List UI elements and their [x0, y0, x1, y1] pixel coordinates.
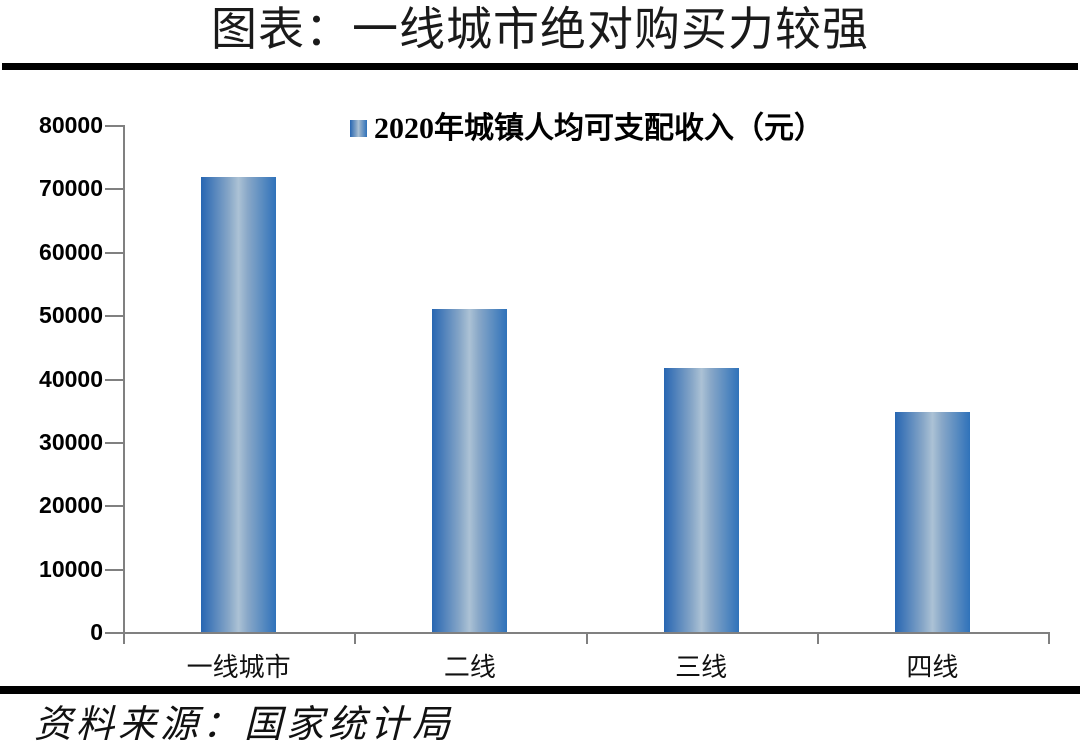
y-axis-tick [105, 505, 123, 508]
y-tick-label: 10000 [39, 555, 103, 582]
bottom-rule [0, 686, 1080, 694]
y-axis-tick [105, 188, 123, 191]
y-tick-label: 20000 [39, 492, 103, 519]
category-label: 三线 [675, 653, 728, 682]
y-axis-tick [105, 378, 123, 381]
top-rule [2, 63, 1078, 70]
page-title: 图表：一线城市绝对购买力较强 [211, 4, 869, 55]
y-axis-tick [105, 568, 123, 571]
y-tick-label: 70000 [39, 175, 103, 202]
legend-label: 2020年城镇人均可支配收入（元） [374, 112, 824, 145]
x-axis-tick [1048, 632, 1050, 644]
x-axis-tick [123, 632, 125, 644]
legend: 2020年城镇人均可支配收入（元） [350, 112, 824, 146]
y-axis-tick [105, 315, 123, 318]
y-axis-tick [105, 251, 123, 254]
category-label: 二线 [443, 653, 496, 682]
y-axis [123, 125, 125, 634]
y-axis-tick [105, 632, 123, 634]
bar [894, 412, 970, 632]
y-tick-label: 50000 [39, 302, 103, 329]
bar [432, 309, 508, 632]
y-tick-label: 60000 [39, 238, 103, 265]
bar [201, 176, 277, 632]
y-tick-label: 40000 [39, 365, 103, 392]
x-axis-tick [816, 632, 819, 644]
legend-marker-icon [350, 120, 367, 137]
y-tick-label: 80000 [39, 112, 103, 138]
y-tick-label: 30000 [39, 428, 103, 455]
x-axis-tick [354, 632, 357, 644]
source-text: 资料来源：国家统计局 [34, 704, 455, 746]
category-label: 四线 [906, 653, 959, 682]
y-axis-tick [105, 125, 123, 127]
x-axis-tick [585, 632, 588, 644]
category-label: 一线城市 [186, 653, 291, 682]
y-axis-tick [105, 441, 123, 444]
bar [663, 368, 739, 632]
y-tick-label: 0 [90, 619, 103, 645]
